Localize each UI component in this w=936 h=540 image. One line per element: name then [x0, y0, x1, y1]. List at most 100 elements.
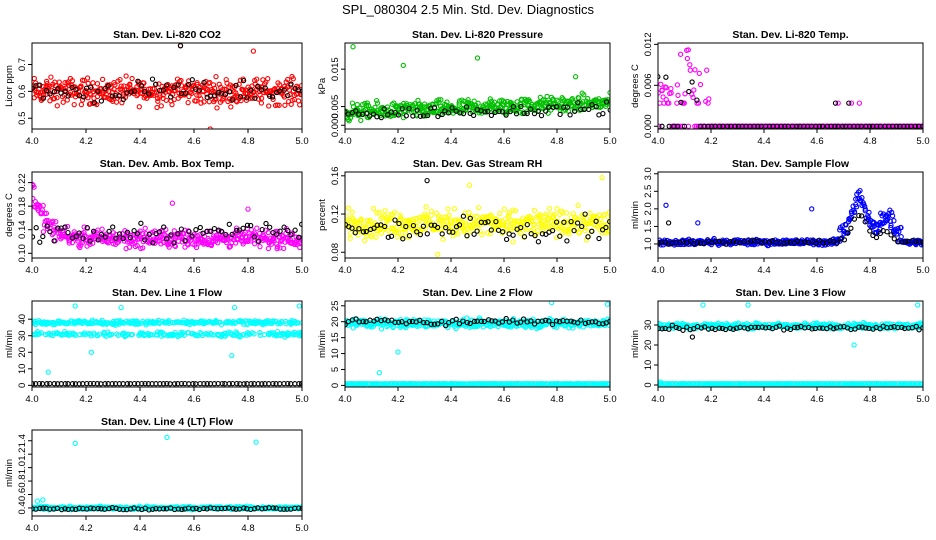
panel-title: Stan. Dev. Amb. Box Temp.: [100, 158, 235, 170]
data-point: [460, 318, 466, 324]
data-point: [262, 85, 268, 91]
data-point: [680, 239, 687, 245]
data-point: [885, 213, 891, 219]
data-point: [120, 235, 126, 242]
data-point: [485, 317, 492, 323]
data-point: [178, 226, 185, 232]
data-point: [73, 86, 79, 93]
figure-title: SPL_080304 2.5 Min. Std. Dev. Diagnostic…: [342, 2, 594, 17]
data-point: [105, 83, 112, 89]
data-point: [288, 381, 294, 387]
data-point: [213, 73, 219, 80]
data-point: [118, 304, 124, 311]
data-point: [484, 109, 490, 115]
data-point: [382, 208, 388, 214]
data-point: [463, 220, 469, 226]
y-tick-label: 0.08: [330, 243, 341, 262]
panel-title: Stan. Dev. Li-820 CO2: [113, 29, 221, 41]
data-point: [582, 320, 589, 327]
data-point: [44, 223, 50, 229]
data-point: [128, 89, 134, 95]
data-point: [43, 210, 50, 217]
data-point: [689, 79, 695, 85]
y-tick-label: 0.14: [17, 220, 28, 239]
x-tick-label: 4.6: [187, 394, 200, 405]
data-point: [503, 236, 510, 243]
x-tick-label: 4.6: [810, 136, 823, 147]
panel-title: Stan. Dev. Line 1 Flow: [112, 287, 223, 299]
points: [345, 301, 610, 387]
data-point: [685, 47, 691, 53]
data-point: [400, 236, 406, 242]
data-point: [910, 381, 916, 387]
data-point: [258, 100, 265, 106]
data-point: [531, 110, 538, 117]
data-point: [517, 230, 524, 237]
data-point: [421, 104, 427, 110]
data-point: [281, 245, 287, 252]
data-point: [841, 237, 848, 243]
data-point: [277, 82, 283, 88]
series-ref: [658, 212, 923, 247]
data-point: [886, 210, 892, 217]
data-point: [501, 222, 507, 228]
plot-frame: [657, 171, 924, 259]
data-point: [115, 239, 122, 245]
x-tick-label: 4.6: [497, 265, 510, 276]
data-point: [542, 317, 549, 323]
data-point: [138, 83, 145, 89]
data-point: [171, 240, 177, 246]
data-point: [848, 100, 855, 106]
data-point: [596, 96, 602, 102]
data-point: [99, 76, 106, 83]
data-point: [376, 209, 382, 215]
series-main: [658, 302, 923, 385]
data-point: [482, 109, 488, 115]
data-point: [895, 225, 901, 232]
data-point: [513, 111, 520, 117]
data-point: [561, 219, 567, 225]
data-point: [580, 99, 586, 105]
data-point: [106, 228, 112, 235]
data-point: [112, 82, 118, 88]
data-point: [171, 381, 178, 387]
data-point: [722, 326, 729, 333]
data-point: [374, 210, 380, 216]
data-point: [129, 331, 135, 338]
data-point: [194, 80, 200, 86]
data-point: [661, 100, 667, 106]
data-point: [388, 233, 395, 239]
data-point: [517, 319, 524, 325]
data-point: [367, 217, 373, 224]
data-point: [33, 225, 39, 231]
data-point: [445, 206, 451, 212]
data-point: [445, 110, 452, 116]
data-point: [60, 99, 66, 105]
data-point: [54, 95, 60, 101]
data-point: [506, 212, 512, 218]
data-point: [704, 67, 710, 73]
data-point: [471, 318, 478, 325]
series-ref: [345, 315, 610, 329]
data-point: [691, 326, 697, 332]
data-point: [298, 329, 302, 336]
data-point: [215, 227, 222, 233]
x-tick-label: 4.4: [133, 394, 146, 405]
data-point: [398, 214, 404, 221]
data-point: [701, 240, 707, 246]
data-point: [543, 108, 549, 114]
data-point: [568, 318, 574, 324]
data-point: [244, 222, 251, 228]
data-point: [597, 381, 603, 387]
data-point: [226, 89, 233, 95]
data-point: [666, 326, 672, 332]
data-point: [209, 332, 215, 338]
data-point: [695, 220, 701, 226]
data-point: [874, 123, 880, 129]
data-point: [674, 100, 680, 106]
data-point: [69, 381, 76, 387]
data-point: [350, 104, 357, 110]
y-axis-label: percent: [317, 199, 328, 231]
data-point: [248, 222, 254, 229]
data-point: [178, 380, 185, 387]
